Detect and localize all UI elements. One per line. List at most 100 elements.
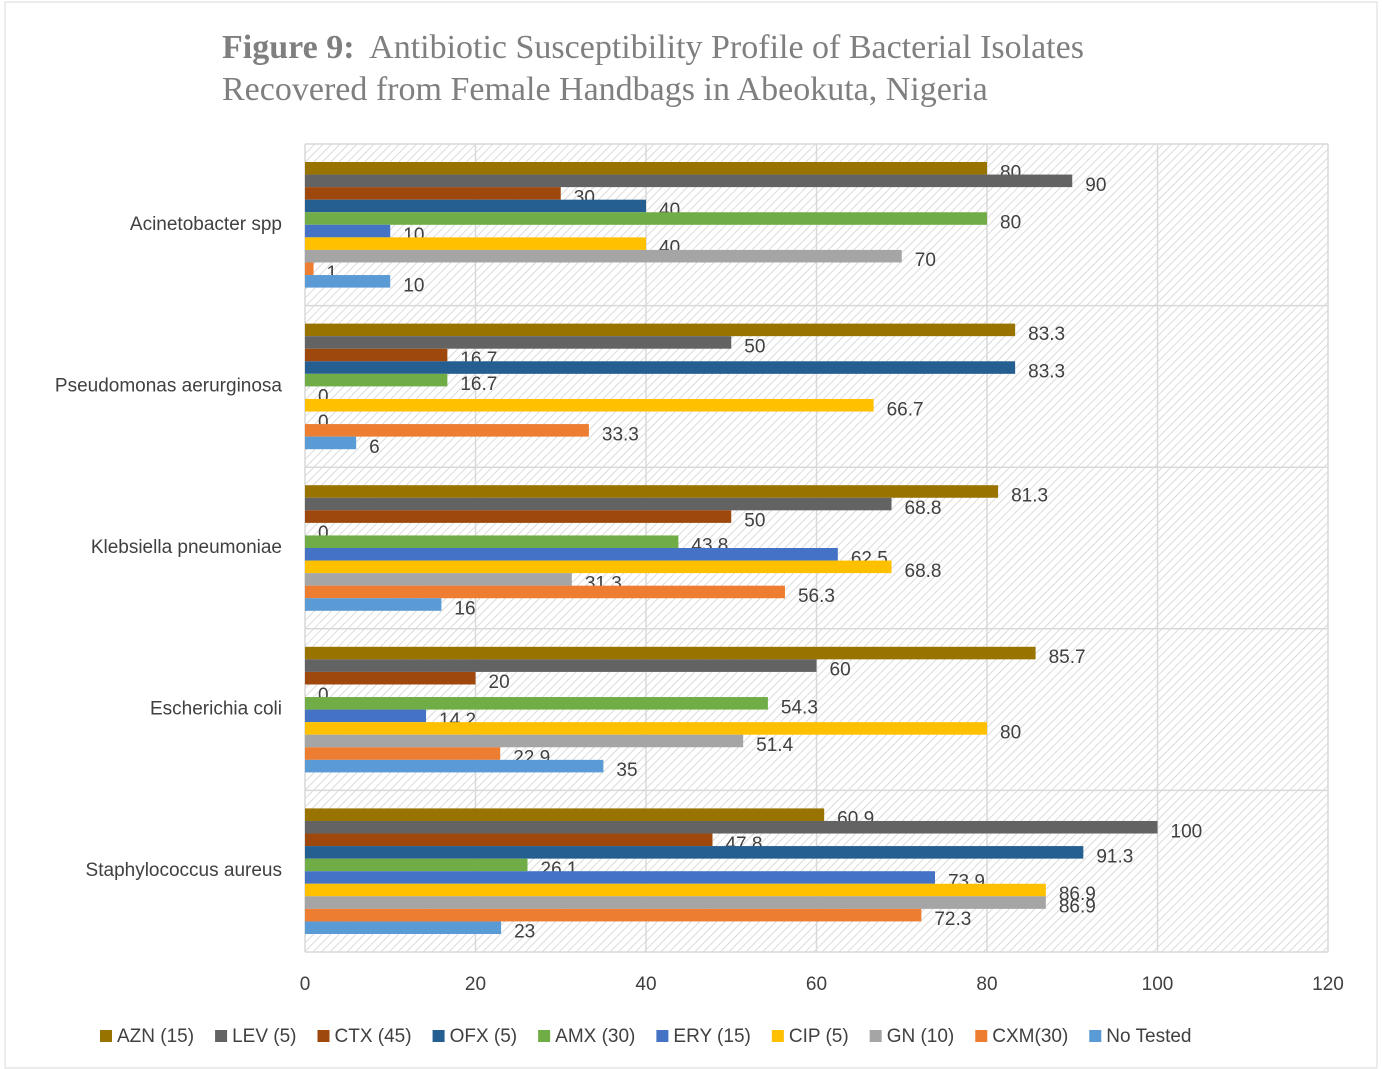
data-label: 0	[318, 412, 329, 433]
bar	[305, 323, 1016, 337]
bar	[305, 921, 502, 934]
legend-label: AZN (15)	[117, 1026, 194, 1047]
title-line: Recovered from Female Handbags in Abeoku…	[222, 71, 988, 108]
legend-swatch	[538, 1030, 551, 1042]
bar	[305, 485, 999, 498]
legend-label: No Tested	[1106, 1026, 1191, 1047]
bar	[305, 535, 679, 548]
legend-label: LEV (5)	[232, 1026, 296, 1047]
legend-swatch	[975, 1030, 988, 1042]
bar	[305, 759, 604, 773]
bar	[305, 858, 528, 872]
x-tick-label: 40	[635, 974, 656, 995]
bar	[305, 174, 1073, 188]
data-label: 16	[454, 599, 475, 620]
bar	[305, 436, 357, 450]
bar	[305, 709, 427, 723]
bar	[305, 237, 646, 250]
legend-swatch	[1089, 1030, 1102, 1042]
data-label: 85.7	[1049, 647, 1086, 668]
bar	[305, 659, 817, 672]
bar	[305, 275, 391, 288]
bar	[305, 224, 391, 238]
x-tick-label: 0	[300, 974, 311, 995]
bar	[305, 187, 561, 200]
legend-label: CTX (45)	[335, 1026, 412, 1047]
bar	[305, 548, 838, 561]
legend-label: CXM(30)	[992, 1026, 1068, 1047]
title-prefix: Figure 9:	[222, 29, 355, 66]
y-tick-label: Acinetobacter spp	[130, 214, 282, 235]
data-label: 80	[1000, 213, 1021, 234]
bar	[305, 560, 892, 574]
bar	[305, 871, 935, 884]
data-label: 91.3	[1096, 846, 1133, 867]
data-label: 81.3	[1011, 485, 1048, 506]
legend-swatch	[100, 1030, 112, 1042]
title-line: Antibiotic Susceptibility Profile of Bac…	[369, 29, 1084, 66]
data-label: 68.8	[905, 561, 942, 582]
data-label: 68.8	[905, 498, 942, 519]
bar	[305, 398, 874, 412]
y-tick-label: Pseudomonas aerurginosa	[55, 375, 283, 396]
legend-label: OFX (5)	[450, 1026, 518, 1047]
data-label: 72.3	[934, 909, 971, 930]
data-label: 60	[830, 660, 851, 681]
bar	[305, 883, 1046, 897]
data-label: 16.7	[460, 374, 497, 395]
data-label: 86.9	[1059, 897, 1096, 918]
bar	[305, 833, 713, 847]
data-label: 51.4	[756, 735, 793, 756]
data-label: 50	[744, 336, 765, 357]
data-label: 83.3	[1028, 362, 1065, 383]
bar	[305, 846, 1084, 859]
data-label: 0	[318, 523, 329, 544]
data-label: 50	[744, 511, 765, 532]
data-label: 100	[1171, 821, 1203, 842]
legend-label: ERY (15)	[673, 1026, 750, 1047]
data-label: 23	[514, 922, 535, 943]
bar	[305, 249, 902, 263]
data-label: 35	[616, 760, 637, 781]
y-tick-label: Klebsiella pneumoniae	[91, 537, 282, 558]
bar	[305, 722, 987, 735]
legend-swatch	[869, 1030, 882, 1042]
bar	[305, 747, 501, 760]
bar	[305, 585, 785, 599]
bar	[305, 646, 1036, 660]
x-tick-label: 60	[806, 974, 827, 995]
bar	[305, 908, 922, 922]
data-label: 56.3	[798, 586, 835, 607]
bar	[305, 162, 987, 175]
bar	[305, 896, 1046, 909]
x-tick-label: 20	[465, 974, 486, 995]
bar	[305, 734, 744, 748]
legend-swatch	[215, 1030, 228, 1042]
y-tick-label: Escherichia coli	[150, 699, 282, 720]
data-label: 0	[318, 685, 329, 706]
data-label: 6	[369, 437, 380, 458]
bar	[305, 573, 572, 586]
bar	[305, 262, 314, 276]
legend-label: GN (10)	[887, 1026, 955, 1047]
x-tick-label: 100	[1142, 974, 1174, 995]
bar	[305, 510, 732, 523]
data-label: 70	[915, 250, 936, 271]
bar	[305, 199, 646, 213]
bar	[305, 361, 1016, 374]
data-label: 20	[489, 672, 510, 693]
data-label: 80	[1000, 722, 1021, 743]
legend-swatch	[317, 1030, 330, 1042]
bar	[305, 212, 987, 225]
data-label: 0	[318, 387, 329, 408]
data-label: 66.7	[887, 399, 924, 420]
x-tick-label: 80	[976, 974, 997, 995]
bar	[305, 336, 732, 349]
legend-swatch	[656, 1030, 669, 1042]
bar	[305, 697, 768, 710]
data-label: 90	[1085, 175, 1106, 196]
data-label: 10	[403, 275, 424, 296]
data-label: 86.9	[1059, 884, 1096, 905]
bar	[305, 598, 442, 611]
legend-swatch	[771, 1030, 784, 1042]
